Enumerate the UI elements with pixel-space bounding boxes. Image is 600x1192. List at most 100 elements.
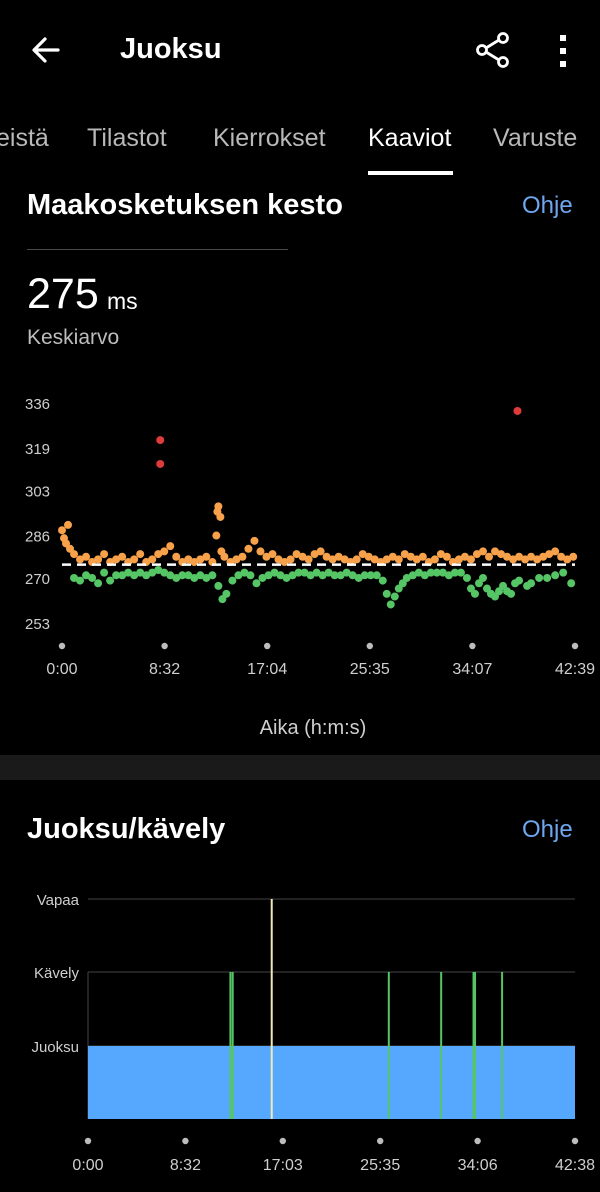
orange-data-point (322, 552, 331, 561)
orange-data-point (166, 542, 175, 551)
orange-data-point (112, 555, 121, 564)
green-data-point (543, 573, 552, 582)
tab-statistics[interactable]: Tilastot (87, 124, 167, 152)
green-data-point (567, 579, 576, 588)
green-data-point (432, 568, 441, 577)
green-data-point (324, 568, 333, 577)
green-data-point (234, 571, 243, 580)
green-data-point (438, 568, 447, 577)
green-data-point (258, 573, 267, 582)
x-tick-dot (264, 642, 271, 650)
orange-data-point (394, 555, 403, 564)
orange-data-point (503, 552, 512, 561)
x-tick-label: 8:32 (170, 1157, 201, 1174)
x-tick-dot (469, 642, 476, 650)
orange-data-point (364, 552, 373, 561)
x-axis-label: Aika (h:m:s) (260, 717, 367, 739)
x-tick-dot (279, 1137, 286, 1145)
green-data-point (202, 573, 211, 582)
orange-data-point (563, 555, 572, 564)
y-tick-label: 303 (25, 483, 50, 500)
green-data-point (420, 571, 429, 580)
orange-data-point (82, 552, 91, 561)
orange-data-point (418, 552, 427, 561)
orange-data-point (454, 555, 463, 564)
orange-data-point (298, 552, 307, 561)
average-label: Keskiarvo (27, 326, 120, 349)
green-data-point (222, 589, 231, 598)
green-data-point (160, 568, 169, 577)
green-data-point (408, 571, 417, 580)
app-bar: Juoksu (0, 0, 600, 100)
orange-data-point (58, 526, 66, 535)
green-data-point (196, 571, 205, 580)
orange-data-point (328, 555, 337, 564)
orange-data-point (130, 555, 139, 564)
y-category-label: Kävely (34, 965, 80, 982)
orange-data-point (478, 547, 487, 556)
green-data-point (288, 571, 297, 580)
orange-data-point (388, 552, 397, 561)
orange-data-point (466, 555, 475, 564)
title-divider (27, 249, 288, 250)
tab-gear[interactable]: Varuste (493, 124, 578, 152)
x-tick-label: 25:35 (360, 1157, 400, 1174)
runwalk-help-link[interactable]: Ohje (522, 816, 573, 843)
green-data-point (478, 573, 487, 582)
active-tab-indicator (368, 171, 453, 175)
tab-laps[interactable]: Kierrokset (213, 124, 326, 152)
red-data-point (513, 406, 522, 415)
green-data-point (240, 568, 249, 577)
x-tick-label: 42:39 (555, 661, 595, 678)
green-data-point (330, 571, 339, 580)
more-options-button[interactable] (548, 32, 578, 70)
orange-data-point (412, 555, 421, 564)
orange-data-point (557, 552, 566, 561)
green-data-point (118, 571, 127, 580)
orange-data-point (286, 555, 295, 564)
back-button[interactable] (28, 32, 64, 68)
orange-data-point (212, 531, 221, 540)
green-data-point (142, 571, 151, 580)
green-data-point (214, 581, 223, 590)
orange-data-point (382, 555, 391, 564)
green-data-point (178, 571, 187, 580)
green-data-point (535, 573, 544, 582)
gct-help-link[interactable]: Ohje (522, 192, 573, 219)
green-data-point (166, 571, 175, 580)
green-data-point (444, 571, 453, 580)
share-icon (476, 32, 509, 68)
orange-data-point (370, 555, 379, 564)
orange-data-point (238, 552, 247, 561)
green-data-point (306, 571, 315, 580)
section-separator (0, 755, 600, 780)
orange-data-point (256, 547, 265, 556)
green-data-point (426, 568, 435, 577)
share-button[interactable] (474, 31, 512, 69)
green-data-point (94, 579, 103, 588)
orange-data-point (442, 552, 451, 561)
x-tick-label: 42:38 (555, 1157, 595, 1174)
orange-data-point (64, 520, 73, 529)
orange-data-point (292, 550, 301, 559)
orange-data-point (334, 552, 343, 561)
tab-partial[interactable]: eistä (0, 124, 49, 152)
orange-data-point (262, 552, 271, 561)
x-tick-label: 8:32 (149, 661, 180, 678)
orange-data-point (154, 550, 163, 559)
green-data-point (559, 568, 568, 577)
orange-data-point (539, 552, 548, 561)
green-data-point (190, 573, 199, 582)
runwalk-title: Juoksu/kävely (27, 813, 226, 845)
green-data-point (360, 571, 369, 580)
y-tick-label: 253 (25, 616, 50, 633)
green-data-point (82, 571, 91, 580)
green-data-point (228, 576, 237, 585)
tab-charts[interactable]: Kaaviot (368, 124, 452, 152)
green-data-point (378, 576, 387, 585)
orange-data-point (340, 555, 349, 564)
green-data-point (515, 576, 524, 585)
x-tick-dot (571, 1137, 579, 1145)
orange-data-point (304, 555, 313, 564)
green-data-point (382, 589, 391, 598)
